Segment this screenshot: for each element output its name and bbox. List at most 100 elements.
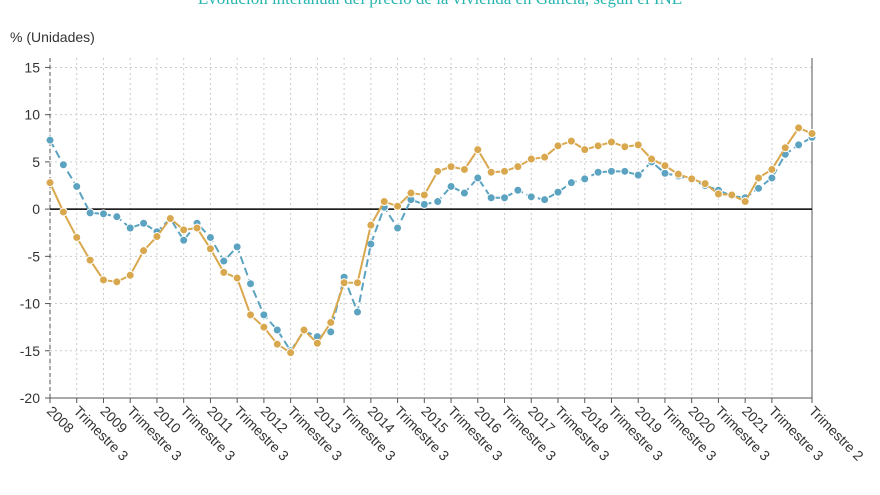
data-point <box>326 327 336 337</box>
data-point <box>58 160 68 170</box>
data-point <box>807 129 817 139</box>
data-point <box>379 197 389 207</box>
data-point <box>165 214 175 224</box>
data-point <box>112 212 122 222</box>
data-point <box>580 174 590 184</box>
data-point <box>687 174 697 184</box>
data-point <box>45 178 55 188</box>
data-point <box>406 188 416 198</box>
data-point <box>500 166 510 176</box>
data-point <box>125 223 135 233</box>
y-tick-label: -5 <box>28 248 41 264</box>
data-point <box>58 207 68 217</box>
data-point <box>620 166 630 176</box>
data-point <box>633 170 643 180</box>
data-point <box>339 278 349 288</box>
data-point <box>72 232 82 242</box>
y-axis-title: % (Unidades) <box>10 29 95 45</box>
series-line <box>49 126 813 355</box>
data-point <box>246 310 256 320</box>
data-point <box>393 201 403 211</box>
data-point <box>219 267 229 277</box>
data-point <box>606 166 616 176</box>
series-line <box>49 136 813 353</box>
data-point <box>553 141 563 151</box>
data-point <box>299 325 309 335</box>
data-point <box>352 307 362 317</box>
data-point <box>152 232 162 241</box>
data-point <box>326 317 336 327</box>
data-point <box>767 173 777 183</box>
data-point <box>312 338 322 348</box>
data-point <box>593 141 603 151</box>
data-point <box>72 181 82 191</box>
data-point <box>85 255 95 265</box>
data-point <box>232 242 242 252</box>
data-point <box>446 181 456 191</box>
data-point <box>232 273 242 283</box>
y-tick-label: 10 <box>24 107 40 123</box>
data-point <box>45 135 55 145</box>
data-point <box>272 325 282 335</box>
data-point <box>139 218 149 228</box>
data-point <box>205 244 215 254</box>
data-point <box>727 190 737 200</box>
data-point <box>700 179 710 189</box>
data-point <box>526 154 536 164</box>
data-point <box>259 310 269 320</box>
data-point <box>780 143 790 153</box>
data-point <box>259 322 269 332</box>
y-tick-label: 5 <box>32 154 40 170</box>
data-point <box>473 145 483 155</box>
data-point <box>647 154 657 164</box>
y-tick-label: -15 <box>20 343 40 359</box>
data-point <box>580 145 590 155</box>
data-point <box>513 185 523 195</box>
data-point <box>85 208 95 218</box>
data-point <box>286 348 296 358</box>
data-point <box>754 173 764 183</box>
data-point <box>500 193 510 203</box>
data-point <box>419 190 429 200</box>
data-point <box>566 136 576 146</box>
y-tick-label: 15 <box>24 59 40 75</box>
data-point <box>366 220 376 230</box>
data-point <box>540 152 550 162</box>
data-point <box>192 223 202 233</box>
data-point <box>419 199 429 209</box>
data-point <box>566 178 576 188</box>
data-point <box>459 188 469 198</box>
data-point <box>139 246 149 256</box>
data-point <box>433 197 443 207</box>
data-point <box>112 277 122 287</box>
data-point <box>660 168 670 178</box>
data-point <box>673 169 683 179</box>
data-point <box>767 164 777 174</box>
data-point <box>473 173 483 183</box>
data-point <box>205 232 215 242</box>
data-point <box>246 279 256 289</box>
data-point <box>352 278 362 288</box>
chart-title: Evolución interanual del precio de la vi… <box>198 0 682 8</box>
data-point <box>740 197 750 207</box>
data-point <box>633 140 643 150</box>
data-point <box>179 235 189 245</box>
data-point <box>125 270 135 280</box>
data-point <box>593 167 603 177</box>
data-point <box>754 183 764 193</box>
data-point <box>794 140 804 150</box>
y-tick-label: 0 <box>32 201 40 217</box>
data-point <box>526 192 536 202</box>
data-point <box>219 256 229 266</box>
x-tick-label: 2008 <box>44 403 77 436</box>
data-point <box>272 339 282 349</box>
data-point <box>179 225 189 235</box>
data-point <box>98 209 108 219</box>
y-tick-label: -10 <box>20 296 40 312</box>
data-point <box>98 275 108 285</box>
data-point <box>513 162 523 172</box>
data-point <box>553 187 563 197</box>
data-point <box>459 164 469 174</box>
